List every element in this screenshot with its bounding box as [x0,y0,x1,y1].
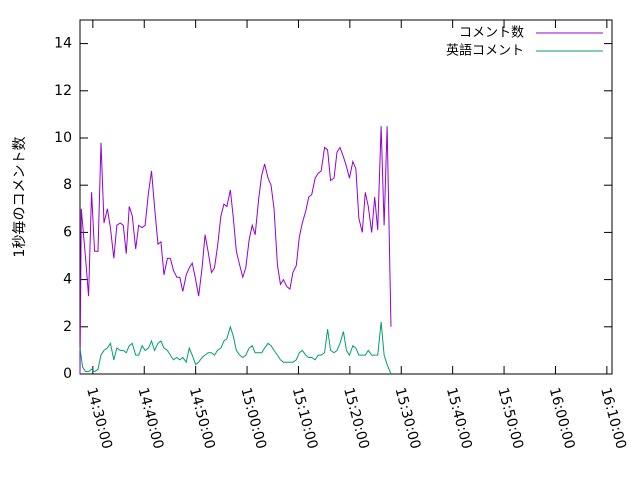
y-axis-label: 1秒毎のコメント数 [12,137,28,258]
series-line-1 [79,126,392,375]
y-tick-label: 10 [54,130,72,146]
x-tick-label: 15:00:00 [237,386,269,451]
x-tick-label: 15:20:00 [340,386,372,451]
x-tick-label: 15:10:00 [289,386,321,451]
y-tick-label: 0 [63,366,72,382]
y-tick-label: 6 [63,224,72,240]
legend-label-1: コメント数 [459,26,524,41]
x-tick-label: 14:40:00 [135,386,167,451]
y-tick-label: 8 [63,177,72,193]
y-tick-label: 4 [63,272,72,288]
x-tick-label: 15:40:00 [443,386,475,451]
x-axis: 14:30:00 14:40:00 14:50:00 15:00:00 15:10:00… [83,20,629,451]
plot-frame [79,19,613,375]
series-layer [79,126,392,375]
x-tick-label: 15:50:00 [494,386,526,451]
x-tick-label: 16:10:00 [597,386,629,451]
y-axis: 0 2 4 6 8 10 12 14 [54,36,612,382]
plot-border [79,19,613,375]
x-tick-label: 16:00:00 [546,386,578,451]
y-tick-label: 14 [54,36,72,52]
series-line-2 [79,322,392,375]
x-tick-label: 14:50:00 [186,386,218,451]
x-tick-label: 14:30:00 [83,386,115,451]
y-tick-label: 12 [54,83,72,99]
legend-label-2: 英語コメント [446,43,524,59]
y-tick-label: 2 [63,319,72,335]
x-tick-label: 15:30:00 [392,386,424,451]
